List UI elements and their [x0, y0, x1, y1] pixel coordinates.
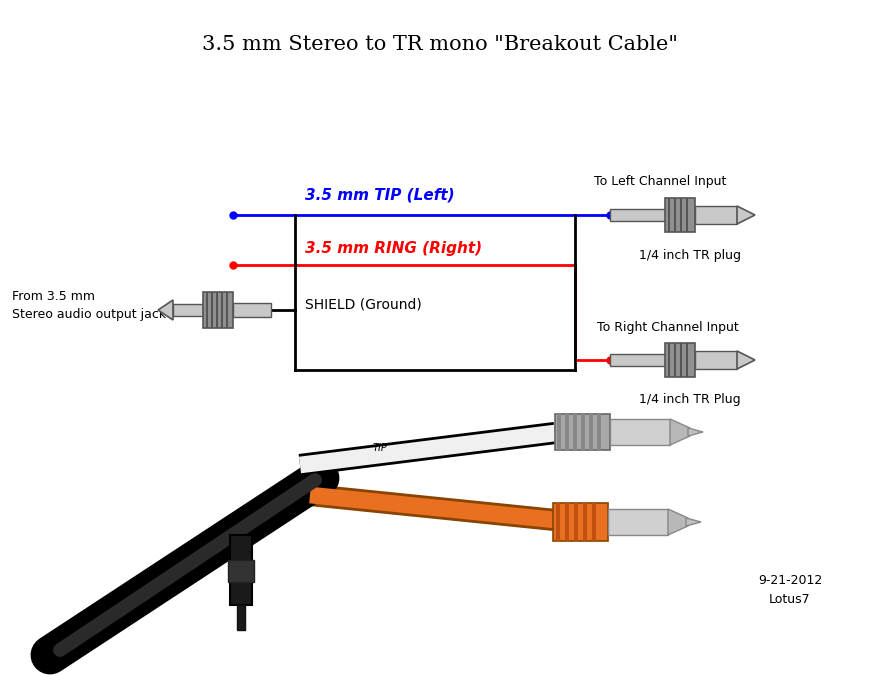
Bar	[596, 414, 601, 450]
Bar	[665, 198, 694, 232]
Bar	[233, 303, 270, 317]
Bar	[211, 292, 212, 328]
Bar	[609, 209, 665, 221]
Bar	[667, 343, 670, 377]
Bar	[237, 605, 245, 630]
Text: TIP: TIP	[372, 443, 387, 453]
Bar	[580, 414, 585, 450]
Bar	[694, 206, 736, 224]
Bar	[203, 292, 233, 328]
Text: 3.5 mm Stereo to TR mono "Breakout Cable": 3.5 mm Stereo to TR mono "Breakout Cable…	[202, 36, 677, 55]
Bar	[216, 292, 218, 328]
Bar	[694, 351, 736, 369]
Bar	[608, 509, 667, 535]
Bar	[673, 198, 676, 232]
Bar	[226, 292, 227, 328]
Text: 3.5 mm TIP (Left): 3.5 mm TIP (Left)	[305, 188, 454, 202]
Text: 3.5 mm RING (Right): 3.5 mm RING (Right)	[305, 240, 481, 256]
Polygon shape	[736, 351, 754, 369]
Bar	[665, 343, 694, 377]
Bar	[591, 503, 595, 541]
Bar	[173, 304, 203, 316]
Bar	[667, 198, 670, 232]
Bar	[557, 414, 560, 450]
Bar	[220, 292, 223, 328]
Bar	[609, 354, 665, 366]
Bar	[573, 503, 578, 541]
Bar	[680, 343, 681, 377]
Bar	[227, 560, 254, 582]
Text: 1/4 inch TR plug: 1/4 inch TR plug	[638, 248, 740, 261]
Bar	[556, 503, 559, 541]
Polygon shape	[669, 419, 689, 445]
Bar	[685, 198, 687, 232]
Text: SHIELD (Ground): SHIELD (Ground)	[305, 298, 421, 312]
Bar	[609, 419, 669, 445]
Bar	[572, 414, 576, 450]
Polygon shape	[685, 518, 700, 526]
Text: To Right Channel Input: To Right Channel Input	[596, 321, 738, 335]
Text: 1/4 inch TR Plug: 1/4 inch TR Plug	[638, 394, 740, 406]
Bar	[205, 292, 208, 328]
Bar	[582, 503, 587, 541]
Polygon shape	[736, 206, 754, 224]
Text: From 3.5 mm
Stereo audio output jack: From 3.5 mm Stereo audio output jack	[12, 290, 166, 321]
Bar	[565, 414, 568, 450]
Text: 9-21-2012
Lotus7: 9-21-2012 Lotus7	[757, 574, 821, 606]
Bar	[673, 343, 676, 377]
Text: To Left Channel Input: To Left Channel Input	[594, 176, 725, 188]
Bar	[230, 535, 252, 605]
Bar	[685, 343, 687, 377]
Polygon shape	[158, 300, 173, 320]
Polygon shape	[687, 428, 702, 436]
Bar	[552, 503, 608, 541]
Polygon shape	[667, 509, 687, 535]
Bar	[588, 414, 593, 450]
Bar	[565, 503, 568, 541]
Bar	[554, 414, 609, 450]
Bar	[680, 198, 681, 232]
